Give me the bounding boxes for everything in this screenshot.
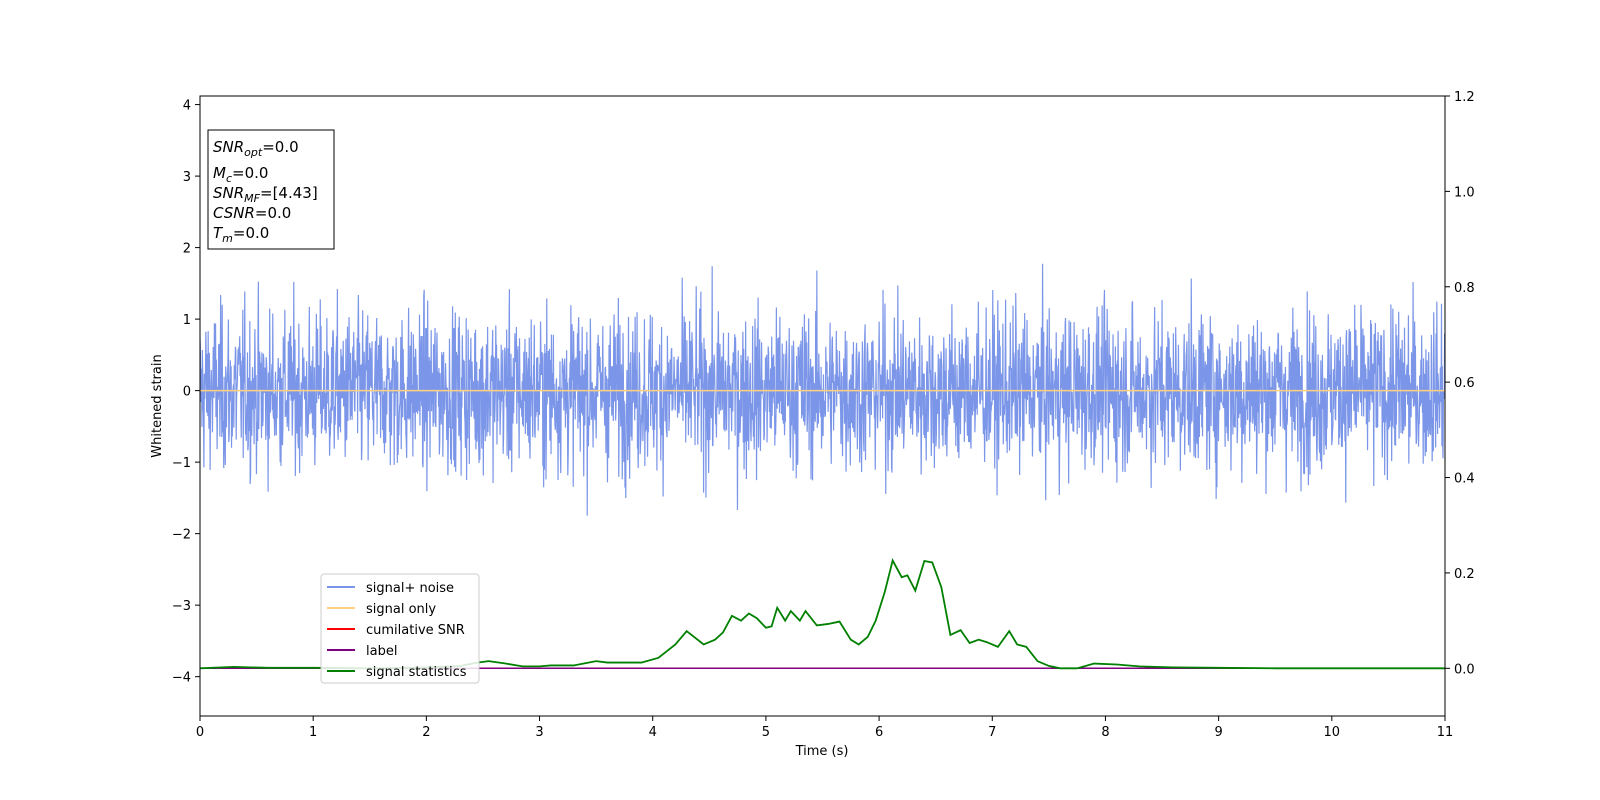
- info-value: =0.0: [255, 204, 291, 222]
- y-tick-label: −4: [172, 671, 191, 686]
- x-tick-label: 0: [196, 725, 204, 740]
- legend: signal+ noise signal only cumilative SNR la…: [320, 573, 480, 684]
- info-subscript: MF: [244, 192, 260, 205]
- x-axis-title: Time (s): [795, 744, 849, 759]
- x-tick-label: 9: [1214, 725, 1222, 740]
- legend-frame: [320, 573, 480, 684]
- info-value: =[4.43]: [260, 184, 318, 202]
- legend-label: signal only: [366, 602, 436, 617]
- info-value: =0.0: [232, 164, 268, 182]
- x-tick-label: 2: [422, 725, 430, 740]
- plot-frame: [199, 95, 1446, 717]
- x-tick-label: 1: [309, 725, 317, 740]
- y-tick-label: 1: [183, 313, 191, 328]
- info-subscript: m: [222, 232, 233, 245]
- info-box-frame: [207, 129, 335, 250]
- info-symbol: SNR: [213, 184, 244, 202]
- y2-tick-label: 0.0: [1454, 662, 1475, 677]
- y-tick-label: −1: [172, 456, 191, 471]
- info-subscript: c: [226, 172, 232, 185]
- legend-label: signal statistics: [366, 665, 467, 680]
- series-signal-statistics: [200, 558, 1445, 670]
- y2-tick-label: 0.8: [1454, 281, 1475, 296]
- info-symbol: M: [213, 164, 226, 182]
- x-tick-label: 5: [762, 725, 770, 740]
- info-symbol: T: [213, 224, 224, 242]
- y2-tick-label: 1.2: [1454, 90, 1475, 105]
- x-tick-label: 8: [1101, 725, 1109, 740]
- y-tick-label: 4: [183, 99, 191, 114]
- info-line: SNRMF=[4.43]: [213, 184, 318, 205]
- y2-tick-label: 0.6: [1454, 376, 1475, 391]
- y2-tick-label: 0.2: [1454, 567, 1475, 582]
- x-tick-label: 10: [1324, 725, 1341, 740]
- info-box: SNRopt=0.0Mc=0.0SNRMF=[4.43]CSNR=0.0Tm=0…: [207, 129, 335, 250]
- legend-label: cumilative SNR: [366, 623, 465, 638]
- info-symbol: SNR: [213, 138, 244, 156]
- info-value: =0.0: [262, 138, 298, 156]
- x-axis: 0 1 2 3 4 5 6 7 8 9 10 11: [196, 716, 1453, 740]
- legend-label: signal+ noise: [366, 581, 454, 596]
- y2-tick-label: 1.0: [1454, 185, 1475, 200]
- series-signal-noise: [200, 263, 1445, 516]
- info-value: =0.0: [233, 224, 269, 242]
- x-tick-label: 6: [875, 725, 883, 740]
- x-tick-label: 4: [649, 725, 657, 740]
- info-line: SNRopt=0.0: [213, 138, 299, 159]
- info-line: Mc=0.0: [213, 164, 268, 185]
- y-tick-label: −2: [172, 528, 191, 543]
- y-tick-label: 3: [183, 170, 191, 185]
- legend-label: label: [366, 644, 397, 659]
- x-tick-label: 3: [535, 725, 543, 740]
- y-axis-title: Whitened strain: [150, 354, 165, 457]
- info-subscript: opt: [244, 146, 263, 159]
- y-tick-label: −3: [172, 599, 191, 614]
- y-tick-label: 2: [183, 242, 191, 257]
- info-line: Tm=0.0: [213, 224, 269, 245]
- y-tick-label: 0: [183, 385, 191, 400]
- y2-tick-label: 0.4: [1454, 472, 1475, 487]
- y-axis-left: 4 3 2 1 0 −1 −2 −3 −4: [172, 99, 200, 686]
- info-symbol: CSNR: [213, 204, 255, 222]
- y-axis-right: 1.2 1.0 0.8 0.6 0.4 0.2 0.0: [1445, 90, 1475, 677]
- x-tick-label: 11: [1437, 725, 1454, 740]
- info-line: CSNR=0.0: [213, 204, 291, 222]
- x-tick-label: 7: [988, 725, 996, 740]
